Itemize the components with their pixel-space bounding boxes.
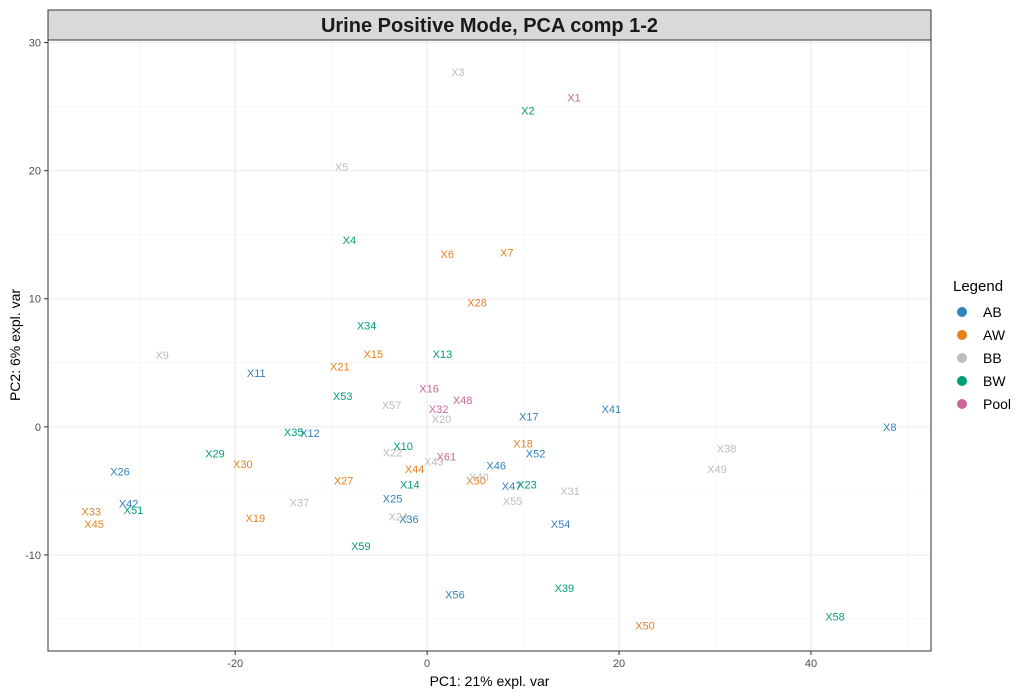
point-bw-x58: X58 — [825, 611, 845, 623]
point-pool-x1: X1 — [567, 93, 580, 105]
point-aw-x50: X50 — [466, 476, 486, 488]
y-tick-label: 20 — [29, 166, 41, 178]
point-bw-x59: X59 — [351, 541, 371, 553]
point-ab-x56: X56 — [445, 590, 465, 602]
legend-key-pool — [957, 399, 967, 409]
point-bw-x10: X10 — [393, 441, 413, 453]
grid-lines — [48, 40, 931, 651]
point-aw-x50: X50 — [635, 620, 655, 632]
legend-key-bb — [957, 353, 967, 363]
x-tick-label: 40 — [805, 658, 817, 670]
y-tick-label: 10 — [29, 294, 41, 306]
legend-label-bb: BB — [983, 350, 1002, 366]
y-tick-label: -10 — [25, 550, 41, 562]
point-bw-x23: X23 — [517, 479, 537, 491]
point-bb-x22: X22 — [383, 447, 403, 459]
point-aw-x45: X45 — [84, 519, 104, 531]
legend-title: Legend — [953, 278, 1003, 295]
point-aw-x19: X19 — [246, 513, 266, 525]
y-tick-label: 0 — [35, 422, 41, 434]
point-bw-x34: X34 — [357, 321, 377, 333]
x-tick-label: 0 — [424, 658, 430, 670]
point-bw-x39: X39 — [555, 583, 575, 595]
x-tick-label: 20 — [613, 658, 625, 670]
point-ab-x52: X52 — [526, 449, 546, 461]
point-aw-x21: X21 — [330, 362, 350, 374]
x-axis-title: PC1: 21% expl. var — [430, 673, 550, 689]
point-pool-x48: X48 — [453, 395, 473, 407]
legend-items: AB AW BB BW Pool — [957, 304, 1011, 412]
point-aw-x30: X30 — [233, 459, 253, 471]
point-aw-x28: X28 — [467, 298, 487, 310]
point-bb-x3: X3 — [451, 67, 464, 79]
legend-label-aw: AW — [983, 327, 1006, 343]
point-ab-x17: X17 — [519, 412, 539, 424]
chart-title: Urine Positive Mode, PCA comp 1-2 — [321, 15, 658, 37]
legend: Legend AB AW BB BW Pool — [953, 278, 1011, 412]
point-pool-x32: X32 — [429, 404, 449, 416]
point-ab-x54: X54 — [551, 519, 571, 531]
point-ab-x41: X41 — [602, 404, 622, 416]
point-bw-x2: X2 — [521, 105, 534, 117]
point-bw-x13: X13 — [433, 349, 453, 361]
point-bw-x51: X51 — [124, 505, 144, 517]
x-axis-ticks: -20 0 20 40 — [227, 651, 817, 670]
point-aw-x18: X18 — [513, 438, 533, 450]
point-ab-x12: X12 — [300, 428, 320, 440]
point-bw-x35: X35 — [284, 427, 304, 439]
point-bb-x9: X9 — [155, 350, 168, 362]
point-bb-x24: X24 — [389, 512, 409, 524]
legend-label-bw: BW — [983, 373, 1006, 389]
point-aw-x44: X44 — [405, 464, 425, 476]
point-ab-x8: X8 — [883, 422, 896, 434]
point-bb-x20: X20 — [432, 414, 452, 426]
point-bb-x5: X5 — [335, 162, 348, 174]
point-ab-x26: X26 — [110, 467, 130, 479]
point-aw-x27: X27 — [334, 476, 354, 488]
point-aw-x7: X7 — [500, 248, 513, 260]
point-bb-x40: X40 — [469, 472, 489, 484]
legend-key-bw — [957, 376, 967, 386]
point-ab-x42: X42 — [119, 499, 139, 511]
point-bw-x29: X29 — [205, 449, 225, 461]
point-bw-x4: X4 — [343, 235, 356, 247]
legend-key-aw — [957, 330, 967, 340]
point-ab-x47: X47 — [502, 481, 522, 493]
point-labels: X8 X11 X12 X17 X41 X26 X42 X46 X52 X25 X36 X47 X54 X5… — [81, 67, 896, 632]
title-strip — [47, 9, 932, 41]
y-axis-ticks: -10 0 10 20 30 — [25, 38, 48, 562]
x-tick-label: -20 — [227, 658, 243, 670]
point-bb-x31: X31 — [560, 486, 580, 498]
point-ab-x25: X25 — [383, 494, 403, 506]
point-aw-x15: X15 — [364, 349, 384, 361]
point-bb-x43: X43 — [424, 456, 444, 468]
point-ab-x36: X36 — [399, 514, 419, 526]
legend-key-ab — [957, 307, 967, 317]
y-tick-label: 30 — [29, 38, 41, 50]
point-bb-x57: X57 — [382, 400, 402, 412]
point-ab-x11: X11 — [247, 368, 266, 380]
legend-label-pool: Pool — [983, 396, 1011, 412]
y-axis-title: PC2: 6% expl. var — [7, 289, 23, 401]
point-pool-x16: X16 — [419, 383, 439, 395]
point-pool-x61: X61 — [437, 451, 457, 463]
point-aw-x33: X33 — [81, 506, 101, 518]
point-bb-x55: X55 — [503, 496, 523, 508]
point-bb-x49: X49 — [707, 464, 727, 476]
point-bw-x53: X53 — [333, 391, 353, 403]
plot-panel-border — [47, 39, 932, 652]
point-ab-x46: X46 — [486, 460, 506, 472]
point-bw-x14: X14 — [400, 479, 420, 491]
point-bb-x37: X37 — [290, 497, 310, 509]
point-bb-x38: X38 — [717, 444, 737, 456]
legend-label-ab: AB — [983, 304, 1002, 320]
point-aw-x6: X6 — [441, 249, 454, 261]
